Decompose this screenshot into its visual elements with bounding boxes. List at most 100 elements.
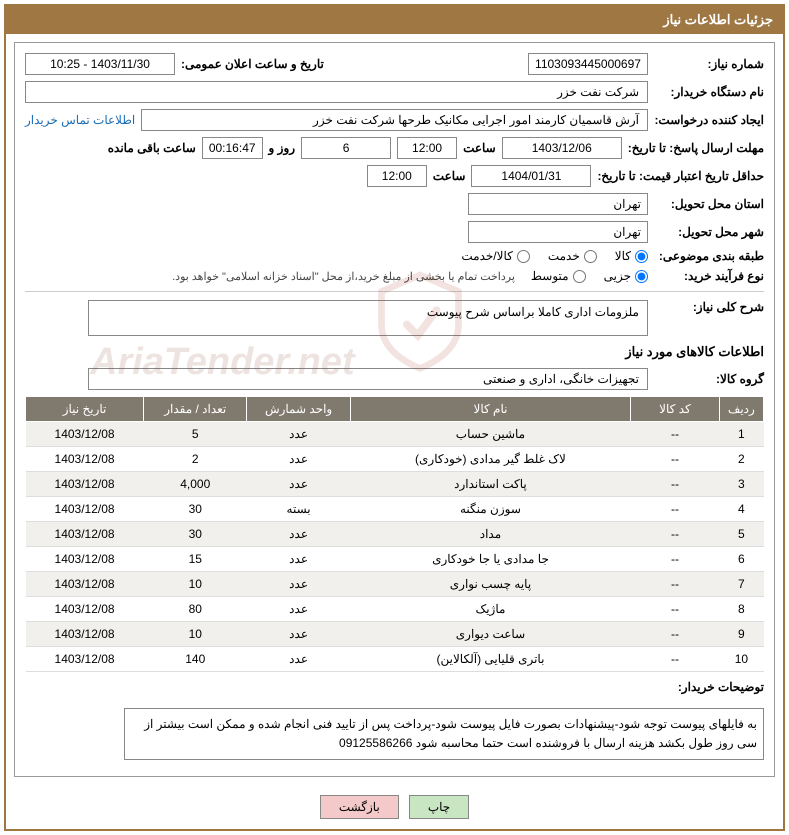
table-cell: عدد xyxy=(247,622,350,647)
table-cell: 1403/12/08 xyxy=(26,447,144,472)
reply-time-value: 12:00 xyxy=(397,137,457,159)
table-cell: 10 xyxy=(144,572,247,597)
city-label: شهر محل تحویل: xyxy=(654,225,764,239)
radio-minor-input[interactable] xyxy=(635,270,648,283)
table-cell: 1403/12/08 xyxy=(26,547,144,572)
radio-goods[interactable]: کالا xyxy=(615,249,648,263)
table-cell: 5 xyxy=(719,522,763,547)
table-cell: ساعت دیواری xyxy=(350,622,630,647)
table-header: نام کالا xyxy=(350,397,630,422)
table-cell: سوزن منگنه xyxy=(350,497,630,522)
table-cell: عدد xyxy=(247,522,350,547)
table-cell: پایه چسب نواری xyxy=(350,572,630,597)
table-cell: جا مدادی یا جا خودکاری xyxy=(350,547,630,572)
table-header: ردیف xyxy=(719,397,763,422)
table-cell: عدد xyxy=(247,572,350,597)
radio-service[interactable]: خدمت xyxy=(548,249,597,263)
reply-deadline-label: مهلت ارسال پاسخ: تا تاریخ: xyxy=(628,141,764,155)
table-cell: عدد xyxy=(247,472,350,497)
radio-goods-service-input[interactable] xyxy=(517,250,530,263)
ann-datetime-label: تاریخ و ساعت اعلان عمومی: xyxy=(181,57,324,71)
table-cell: 1403/12/08 xyxy=(26,572,144,597)
table-cell: -- xyxy=(631,422,720,447)
table-cell: 1403/12/08 xyxy=(26,647,144,672)
buyer-contact-link[interactable]: اطلاعات تماس خریدار xyxy=(25,113,135,127)
table-cell: 1403/12/08 xyxy=(26,497,144,522)
table-row: 8--ماژیکعدد801403/12/08 xyxy=(26,597,764,622)
table-header: واحد شمارش xyxy=(247,397,350,422)
table-cell: پاکت استاندارد xyxy=(350,472,630,497)
radio-goods-input[interactable] xyxy=(635,250,648,263)
table-cell: -- xyxy=(631,622,720,647)
table-cell: 6 xyxy=(719,547,763,572)
table-cell: 4,000 xyxy=(144,472,247,497)
purchase-type-label: نوع فرآیند خرید: xyxy=(654,269,764,283)
validity-date-value: 1404/01/31 xyxy=(471,165,591,187)
print-button[interactable]: چاپ xyxy=(409,795,469,819)
table-cell: 2 xyxy=(719,447,763,472)
table-cell: 9 xyxy=(719,622,763,647)
buyer-notes-label: توضیحات خریدار: xyxy=(654,680,764,694)
buyer-notes-value: به فایلهای پیوست توجه شود-پیشنهادات بصور… xyxy=(124,708,764,760)
table-row: 7--پایه چسب نواریعدد101403/12/08 xyxy=(26,572,764,597)
table-cell: 80 xyxy=(144,597,247,622)
general-desc-label: شرح کلی نیاز: xyxy=(654,300,764,314)
buyer-org-label: نام دستگاه خریدار: xyxy=(654,85,764,99)
table-row: 3--پاکت استانداردعدد4,0001403/12/08 xyxy=(26,472,764,497)
table-cell: 10 xyxy=(719,647,763,672)
radio-minor-label: جزیی xyxy=(604,269,631,283)
validity-time-value: 12:00 xyxy=(367,165,427,187)
table-cell: 3 xyxy=(719,472,763,497)
city-value: تهران xyxy=(468,221,648,243)
goods-group-label: گروه کالا: xyxy=(654,372,764,386)
radio-service-input[interactable] xyxy=(584,250,597,263)
table-cell: ماژیک xyxy=(350,597,630,622)
table-cell: 1403/12/08 xyxy=(26,597,144,622)
table-cell: -- xyxy=(631,472,720,497)
table-cell: 30 xyxy=(144,522,247,547)
goods-table: ردیفکد کالانام کالاواحد شمارشتعداد / مقد… xyxy=(25,396,764,672)
days-value: 6 xyxy=(301,137,391,159)
table-cell: -- xyxy=(631,522,720,547)
table-row: 1--ماشین حسابعدد51403/12/08 xyxy=(26,422,764,447)
table-cell: ماشین حساب xyxy=(350,422,630,447)
table-cell: 1403/12/08 xyxy=(26,522,144,547)
table-cell: 140 xyxy=(144,647,247,672)
table-cell: 15 xyxy=(144,547,247,572)
table-cell: عدد xyxy=(247,547,350,572)
table-cell: 2 xyxy=(144,447,247,472)
table-cell: باتری قلیایی (آلکالاین) xyxy=(350,647,630,672)
table-row: 10--باتری قلیایی (آلکالاین)عدد1401403/12… xyxy=(26,647,764,672)
subject-class-label: طبقه بندی موضوعی: xyxy=(654,249,764,263)
radio-medium[interactable]: متوسط xyxy=(531,269,586,283)
table-cell: لاک غلط گیر مدادی (خودکاری) xyxy=(350,447,630,472)
table-cell: عدد xyxy=(247,447,350,472)
back-button[interactable]: بازگشت xyxy=(320,795,399,819)
table-cell: -- xyxy=(631,447,720,472)
page-title: جزئیات اطلاعات نیاز xyxy=(6,6,783,34)
countdown-value: 00:16:47 xyxy=(202,137,263,159)
requester-label: ایجاد کننده درخواست: xyxy=(654,113,764,127)
table-cell: عدد xyxy=(247,647,350,672)
province-value: تهران xyxy=(468,193,648,215)
table-header: تعداد / مقدار xyxy=(144,397,247,422)
general-desc-value: ملزومات اداری کاملا براساس شرح پیوست xyxy=(88,300,648,336)
table-row: 2--لاک غلط گیر مدادی (خودکاری)عدد21403/1… xyxy=(26,447,764,472)
table-cell: مداد xyxy=(350,522,630,547)
requester-value: آرش قاسمیان کارمند امور اجرایی مکانیک طر… xyxy=(141,109,648,131)
table-row: 4--سوزن منگنهبسته301403/12/08 xyxy=(26,497,764,522)
table-cell: 4 xyxy=(719,497,763,522)
radio-goods-service[interactable]: کالا/خدمت xyxy=(461,249,529,263)
table-cell: 8 xyxy=(719,597,763,622)
radio-goods-label: کالا xyxy=(615,249,631,263)
radio-medium-input[interactable] xyxy=(573,270,586,283)
radio-minor[interactable]: جزیی xyxy=(604,269,648,283)
goods-group-value: تجهیزات خانگی، اداری و صنعتی xyxy=(88,368,648,390)
table-cell: -- xyxy=(631,547,720,572)
goods-info-heading: اطلاعات کالاهای مورد نیاز xyxy=(25,344,764,360)
payment-note: پرداخت تمام یا بخشی از مبلغ خرید،از محل … xyxy=(172,270,515,283)
table-row: 6--جا مدادی یا جا خودکاریعدد151403/12/08 xyxy=(26,547,764,572)
table-cell: -- xyxy=(631,497,720,522)
need-no-label: شماره نیاز: xyxy=(654,57,764,71)
hour-label-2: ساعت xyxy=(433,169,466,183)
